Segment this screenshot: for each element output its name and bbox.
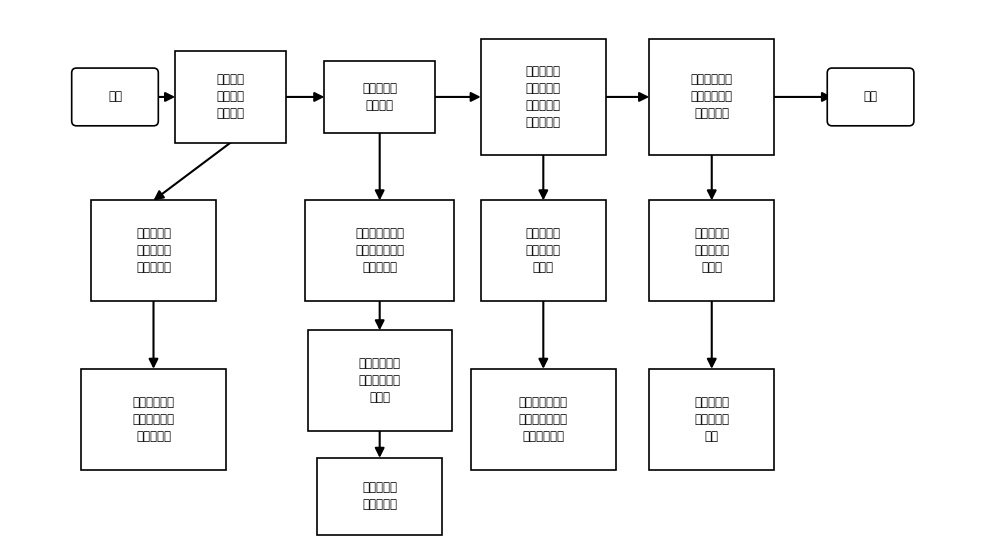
Text: 采用决策树对
交叉口信号配
时进行优化: 采用决策树对 交叉口信号配 时进行优化 <box>691 74 733 120</box>
Text: 建立交叉口
的供需矩阵: 建立交叉口 的供需矩阵 <box>362 481 397 512</box>
Text: 建立基于智能规
划的交叉口信号
配时优化模型: 建立基于智能规 划的交叉口信号 配时优化模型 <box>519 396 568 443</box>
FancyBboxPatch shape <box>91 200 216 301</box>
Text: 交叉口供需
矩阵构建: 交叉口供需 矩阵构建 <box>362 82 397 112</box>
FancyBboxPatch shape <box>305 200 454 301</box>
Text: 生成交叉口
的信号配时
方案: 生成交叉口 的信号配时 方案 <box>694 396 729 443</box>
FancyBboxPatch shape <box>481 39 606 155</box>
FancyBboxPatch shape <box>481 200 606 301</box>
FancyBboxPatch shape <box>649 39 774 155</box>
FancyBboxPatch shape <box>175 51 286 142</box>
Text: 交叉口进、
出口道检测
器优化布设: 交叉口进、 出口道检测 器优化布设 <box>136 228 171 274</box>
Text: 交叉口交
通信息检
测与处理: 交叉口交 通信息检 测与处理 <box>216 74 244 120</box>
Text: 建立基于智
能规划的交
叉口信号配
时优化模型: 建立基于智 能规划的交 叉口信号配 时优化模型 <box>526 65 561 129</box>
FancyBboxPatch shape <box>81 369 226 470</box>
FancyBboxPatch shape <box>649 369 774 470</box>
FancyBboxPatch shape <box>324 61 435 133</box>
FancyBboxPatch shape <box>72 68 158 126</box>
Text: 结束: 结束 <box>864 90 878 103</box>
FancyBboxPatch shape <box>317 458 442 535</box>
FancyBboxPatch shape <box>827 68 914 126</box>
FancyBboxPatch shape <box>649 200 774 301</box>
FancyBboxPatch shape <box>308 331 452 431</box>
Text: 建立交通流
智能规划模
型框架: 建立交通流 智能规划模 型框架 <box>526 228 561 274</box>
FancyBboxPatch shape <box>471 369 616 470</box>
Text: 交叉口进、出
口道视频信息
获取及分析: 交叉口进、出 口道视频信息 获取及分析 <box>132 396 175 443</box>
Text: 建立交叉口交
通供需量的时
变关系: 建立交叉口交 通供需量的时 变关系 <box>359 358 401 404</box>
Text: 对交叉口的
目标状态进
行搜索: 对交叉口的 目标状态进 行搜索 <box>694 228 729 274</box>
Text: 开始: 开始 <box>108 90 122 103</box>
Text: 预测进口道到达
车辆数、出口道
释放车辆数: 预测进口道到达 车辆数、出口道 释放车辆数 <box>355 228 404 274</box>
